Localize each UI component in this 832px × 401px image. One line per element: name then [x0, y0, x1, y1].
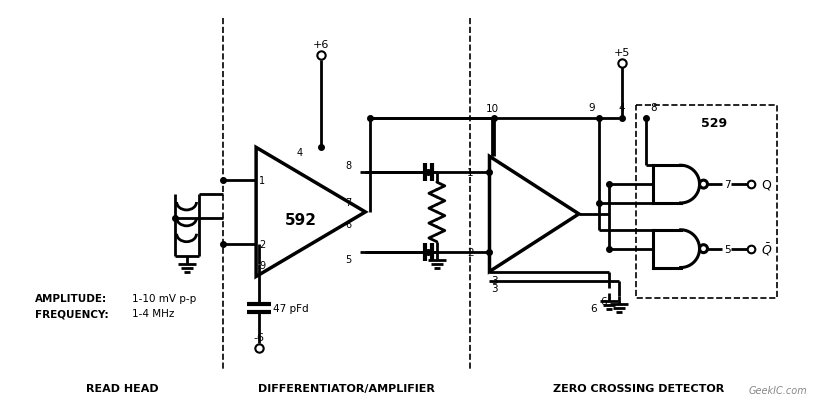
Text: 7: 7 [345, 198, 352, 207]
Text: 7: 7 [725, 180, 731, 190]
Text: 9: 9 [588, 102, 595, 112]
Text: 6: 6 [600, 297, 607, 306]
Text: +6: +6 [313, 40, 329, 50]
Text: 1-4 MHz: 1-4 MHz [132, 308, 175, 318]
Text: 47 pFd: 47 pFd [273, 304, 309, 314]
Text: 9: 9 [259, 260, 265, 270]
Text: 2: 2 [467, 247, 473, 257]
Text: +5: +5 [613, 48, 630, 58]
Text: 4: 4 [297, 148, 303, 158]
Text: 5: 5 [725, 244, 731, 254]
Text: 1: 1 [259, 176, 265, 186]
Text: 592: 592 [285, 213, 317, 228]
Text: 1: 1 [467, 168, 473, 178]
Text: 2: 2 [259, 239, 265, 249]
Text: 8: 8 [651, 102, 657, 112]
Text: 5: 5 [345, 254, 352, 264]
Text: 1-10 mV p-p: 1-10 mV p-p [132, 294, 196, 304]
Text: DIFFERENTIATOR/AMPLIFIER: DIFFERENTIATOR/AMPLIFIER [258, 383, 435, 393]
Text: 10: 10 [486, 103, 499, 113]
Text: 6: 6 [590, 304, 597, 314]
Text: -6: -6 [254, 332, 265, 342]
Text: READ HEAD: READ HEAD [86, 383, 158, 393]
Text: FREQUENCY:: FREQUENCY: [35, 308, 108, 318]
Text: Q: Q [761, 178, 771, 191]
Text: 4: 4 [618, 102, 625, 112]
Text: 3: 3 [492, 276, 498, 286]
Text: GeekIC.com: GeekIC.com [749, 385, 807, 395]
Text: 6: 6 [345, 219, 352, 229]
Text: 3: 3 [492, 284, 498, 294]
Text: 8: 8 [345, 161, 352, 171]
Text: 529: 529 [701, 117, 727, 130]
Text: $\bar{Q}$: $\bar{Q}$ [761, 241, 772, 257]
Text: ZERO CROSSING DETECTOR: ZERO CROSSING DETECTOR [552, 383, 724, 393]
Bar [636, 105, 777, 299]
Text: AMPLITUDE:: AMPLITUDE: [35, 294, 106, 304]
